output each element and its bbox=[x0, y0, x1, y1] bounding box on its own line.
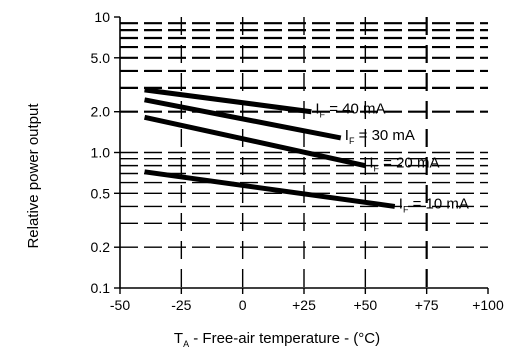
series-line bbox=[144, 87, 312, 115]
y-tick-label: 10 bbox=[94, 9, 110, 25]
y-tick-label: 0.2 bbox=[91, 239, 111, 255]
series-label: IF = 30 mA bbox=[345, 127, 415, 146]
series-lines bbox=[143, 87, 396, 209]
x-axis-title-prefix: T bbox=[174, 330, 183, 347]
x-tick-label: +25 bbox=[292, 297, 316, 313]
x-tick-label: -50 bbox=[110, 297, 130, 313]
series-label: IF = 40 mA bbox=[315, 101, 385, 120]
series-line bbox=[144, 169, 396, 209]
x-tick-label: +75 bbox=[415, 297, 439, 313]
y-tick-label: 0.1 bbox=[91, 280, 111, 296]
y-tick-label: 2.0 bbox=[91, 104, 111, 120]
series-label: IF = 20 mA bbox=[369, 155, 439, 174]
y-axis-title: Relative power output bbox=[25, 103, 42, 249]
x-axis-title-rest: - Free-air temperature - (°C) bbox=[189, 330, 380, 347]
y-tick-label: 1.0 bbox=[91, 145, 111, 161]
series-labels: IF = 40 mA IF = 30 mA IF = 20 mA IF = 10 mA bbox=[315, 101, 469, 215]
x-tick-label: +100 bbox=[472, 297, 504, 313]
x-tick-label: 0 bbox=[239, 297, 247, 313]
x-tick-label: -25 bbox=[171, 297, 191, 313]
axes bbox=[114, 16, 489, 294]
y-tick-label: 5.0 bbox=[91, 50, 111, 66]
y-tick-label: 0.5 bbox=[91, 185, 111, 201]
x-tick-label: +50 bbox=[353, 297, 377, 313]
series-line bbox=[143, 114, 366, 169]
series-label: IF = 10 mA bbox=[399, 195, 469, 214]
grid bbox=[120, 17, 488, 288]
series-line bbox=[144, 97, 342, 141]
y-tick-labels: 0.1 0.2 0.5 1.0 2.0 5.0 10 bbox=[91, 9, 111, 296]
x-axis-title: TA - Free-air temperature - (°C) bbox=[174, 330, 380, 349]
x-tick-labels: -50 -25 0 +25 +50 +75 +100 bbox=[110, 297, 504, 313]
x-axis-title-sub: A bbox=[183, 339, 189, 349]
